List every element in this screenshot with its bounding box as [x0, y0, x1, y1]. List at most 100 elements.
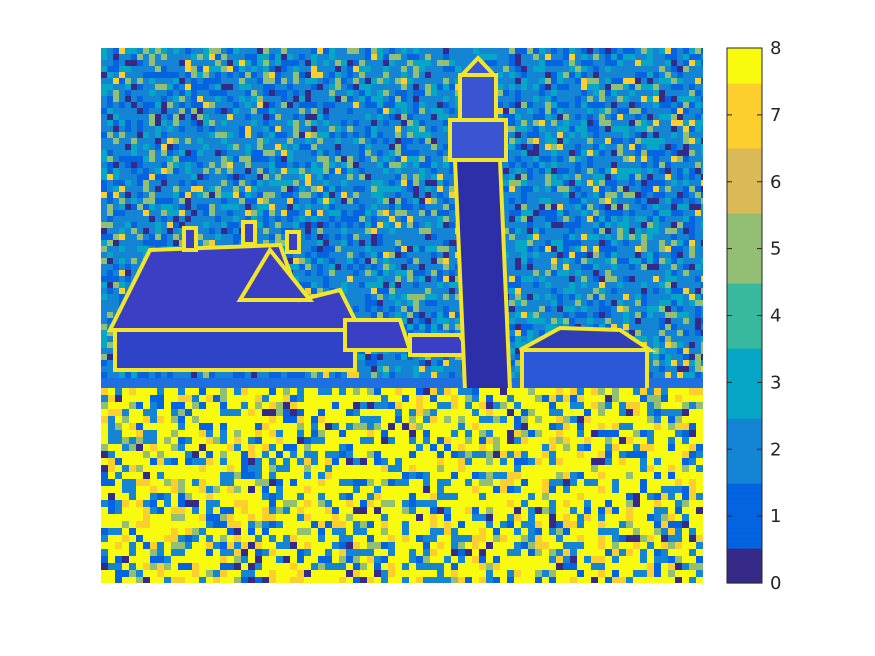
image-pixel: [245, 72, 251, 78]
image-pixel: [155, 138, 161, 144]
image-pixel: [425, 318, 431, 324]
image-pixel: [413, 168, 419, 174]
image-pixel: [677, 48, 683, 54]
image-pixel: [371, 306, 377, 312]
image-pixel: [599, 60, 605, 66]
image-pixel: [689, 96, 695, 102]
image-pixel: [557, 150, 563, 156]
image-pixel: [227, 48, 233, 54]
image-pixel: [671, 156, 677, 162]
image-pixel: [539, 216, 545, 222]
image-pixel: [101, 330, 107, 336]
image-pixel: [329, 90, 335, 96]
image-pixel: [227, 204, 233, 210]
image-pixel: [329, 258, 335, 264]
image-pixel: [653, 282, 659, 288]
image-pixel: [173, 174, 179, 180]
image-pixel: [653, 204, 659, 210]
image-pixel: [629, 126, 635, 132]
image-pixel: [611, 252, 617, 258]
image-pixel: [101, 168, 107, 174]
image-pixel: [617, 60, 623, 66]
image-pixel: [305, 216, 311, 222]
image-pixel: [377, 120, 383, 126]
image-pixel: [665, 210, 671, 216]
image-pixel: [551, 276, 557, 282]
image-pixel: [635, 258, 641, 264]
image-pixel: [629, 222, 635, 228]
image-pixel: [389, 90, 395, 96]
image-pixel: [653, 324, 659, 330]
image-pixel: [545, 192, 551, 198]
image-pixel: [341, 96, 347, 102]
image-pixel: [107, 282, 113, 288]
image-pixel: [629, 192, 635, 198]
image-pixel: [617, 312, 623, 318]
image-pixel: [215, 144, 221, 150]
image-pixel: [659, 150, 665, 156]
image-pixel: [509, 186, 515, 192]
image-pixel: [407, 120, 413, 126]
image-pixel: [341, 282, 347, 288]
image-pixel: [653, 318, 659, 324]
image-pixel: [245, 54, 251, 60]
image-pixel: [317, 186, 323, 192]
image-pixel: [233, 216, 239, 222]
image-pixel: [617, 264, 623, 270]
image-pixel: [425, 108, 431, 114]
image-pixel: [527, 192, 533, 198]
image-pixel: [521, 324, 527, 330]
image-pixel: [521, 330, 527, 336]
image-pixel: [407, 150, 413, 156]
image-pixel: [413, 138, 419, 144]
image-pixel: [413, 144, 419, 150]
image-pixel: [251, 156, 257, 162]
image-pixel: [389, 54, 395, 60]
image-pixel: [629, 138, 635, 144]
image-pixel: [341, 174, 347, 180]
image-pixel: [551, 252, 557, 258]
image-pixel: [311, 204, 317, 210]
image-pixel: [617, 72, 623, 78]
image-pixel: [227, 180, 233, 186]
image-pixel: [593, 246, 599, 252]
image-pixel: [443, 222, 449, 228]
image-pixel: [545, 90, 551, 96]
image-pixel: [149, 192, 155, 198]
image-pixel: [539, 72, 545, 78]
image-pixel: [695, 90, 701, 96]
image-pixel: [539, 54, 545, 60]
image-pixel: [641, 186, 647, 192]
image-pixel: [275, 144, 281, 150]
image-pixel: [377, 180, 383, 186]
image-pixel: [605, 294, 611, 300]
image-pixel: [443, 258, 449, 264]
image-pixel: [155, 210, 161, 216]
image-pixel: [671, 84, 677, 90]
image-pixel: [635, 78, 641, 84]
image-pixel: [671, 330, 677, 336]
image-pixel: [575, 132, 581, 138]
image-pixel: [425, 246, 431, 252]
image-pixel: [257, 54, 263, 60]
image-pixel: [329, 48, 335, 54]
image-pixel: [665, 336, 671, 342]
image-pixel: [683, 120, 689, 126]
image-pixel: [629, 312, 635, 318]
image-pixel: [359, 72, 365, 78]
image-pixel: [593, 72, 599, 78]
image-pixel: [347, 228, 353, 234]
image-pixel: [371, 288, 377, 294]
image-pixel: [569, 54, 575, 60]
image-pixel: [593, 168, 599, 174]
image-pixel: [677, 96, 683, 102]
image-pixel: [263, 114, 269, 120]
image-pixel: [353, 168, 359, 174]
image-pixel: [173, 198, 179, 204]
image-pixel: [347, 192, 353, 198]
image-pixel: [197, 132, 203, 138]
image-pixel: [353, 180, 359, 186]
image-pixel: [359, 162, 365, 168]
image-pixel: [125, 174, 131, 180]
image-pixel: [353, 102, 359, 108]
